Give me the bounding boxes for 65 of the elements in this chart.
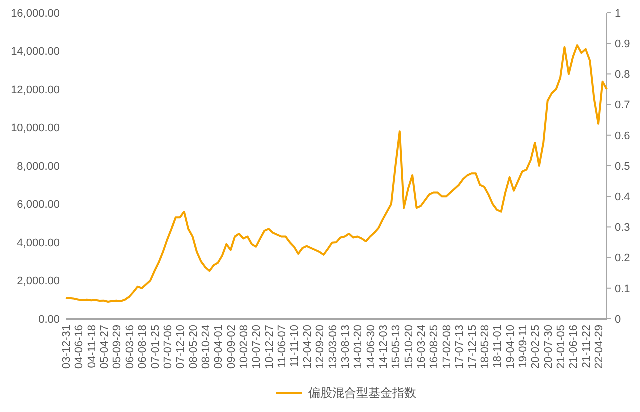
x-tick-label: 05-09-29 [112,325,124,370]
x-tick-label: 20-07-30 [542,325,555,370]
x-tick-label: 08-10-24 [200,325,212,370]
x-tick-label: 20-02-25 [530,325,542,370]
x-tick-label: 15-10-20 [403,325,416,370]
x-tick-label: 08-05-20 [188,325,200,370]
x-tick-label: 19-04-10 [504,325,517,370]
x-tick-label: 22-04-29 [594,325,606,370]
y-tick-label: 12,000.00 [11,84,60,96]
y2-tick-label: 0.7 [615,100,630,112]
x-tick-label: 11-06-07 [276,325,289,368]
y2-tick-label: 0.1 [615,283,630,296]
y-tick-label: 16,000.00 [11,8,60,20]
y2-tick-label: 0.4 [615,191,630,204]
y2-tick-label: 0.8 [615,69,630,82]
y2-tick-label: 0.9 [615,38,630,50]
x-tick-label: 13-08-13 [340,325,352,370]
y2-tick-label: 1 [615,8,622,20]
x-tick-label: 04-06-16 [74,325,86,370]
x-tick-label: 12-04-20 [302,325,314,370]
y2-tick-label: 0.6 [615,130,630,142]
x-tick-label: 21-11-22 [580,325,593,368]
y2-tick-label: 0 [615,314,622,326]
x-tick-label: 10-02-08 [238,325,251,370]
y2-tick-label: 0.5 [615,160,630,173]
y2-tick-label: 0.3 [615,222,630,234]
legend-label: 偏股混合型基金指数 [308,386,416,400]
y2-tick-label: 0.2 [615,252,630,265]
x-tick-label: 16-03-24 [416,325,428,370]
x-tick-label: 07-01-25 [150,325,162,370]
x-tick-label: 17-12-15 [466,325,479,370]
y-tick-label: 8,000.00 [17,160,60,173]
x-tick-label: 13-03-06 [327,325,340,370]
y-tick-label: 2,000.00 [17,276,60,288]
line-series [65,44,608,303]
x-tick-label: 21-01-05 [556,325,568,370]
x-tick-label: 04-11-18 [86,325,98,368]
x-tick-label: 12-09-20 [314,325,327,370]
y-tick-label: 14,000.00 [11,46,60,58]
x-tick-label: 18-11-01 [492,325,504,368]
x-tick-label: 03-12-31 [61,325,73,370]
x-tick-label: 06-08-18 [137,325,150,370]
x-tick-label: 17-02-08 [441,325,454,370]
x-tick-label: 15-05-13 [390,325,403,370]
y-tick-label: 0.00 [38,314,60,326]
x-tick-label: 21-06-16 [568,325,580,370]
x-tick-label: 07-12-10 [175,325,188,370]
x-tick-label: 16-08-25 [428,325,441,370]
x-tick-label: 14-06-30 [365,325,378,370]
x-tick-label: 10-07-20 [251,325,264,370]
y-tick-label: 4,000.00 [17,237,60,250]
x-tick-label: 05-04-27 [99,325,112,370]
x-tick-label: 11-11-10 [289,325,302,368]
x-tick-label: 10-12-27 [264,325,276,370]
x-tick-label: 18-05-28 [479,325,492,370]
y-tick-label: 6,000.00 [17,199,60,212]
y-tick-label: 10,000.00 [11,122,60,135]
x-tick-label: 06-03-16 [124,325,136,370]
x-tick-label: 07-07-06 [162,325,174,370]
x-tick-label: 09-09-02 [226,325,238,370]
x-tick-label: 09-04-01 [213,325,226,370]
x-tick-label: 14-01-20 [352,325,365,370]
x-tick-label: 14-12-03 [378,325,390,370]
x-tick-label: 17-07-13 [454,325,466,370]
x-tick-label: 19-09-11 [517,325,530,368]
